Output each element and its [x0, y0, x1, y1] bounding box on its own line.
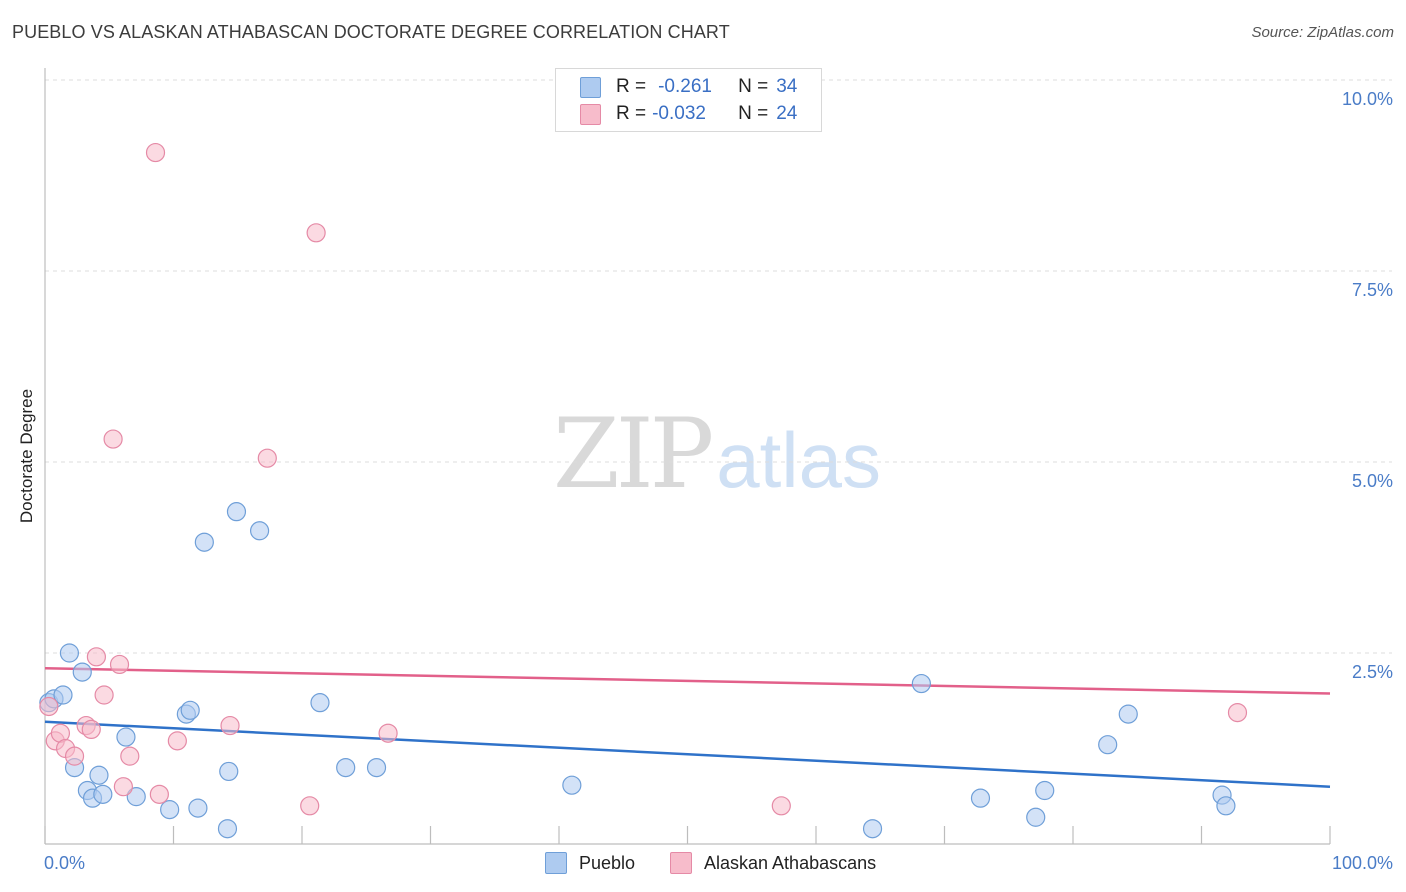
- point-pueblo: [226, 502, 247, 522]
- point-athabascans: [39, 696, 59, 717]
- point-pueblo: [1118, 704, 1138, 724]
- point-pueblo: [188, 798, 208, 818]
- legend-label-athabascans: Alaskan Athabascans: [704, 852, 877, 873]
- point-pueblo: [72, 662, 92, 682]
- legend-swatch-pueblo: [545, 852, 567, 874]
- data-points: [39, 142, 1248, 839]
- legend-item-athabascans[interactable]: Alaskan Athabascans: [670, 852, 876, 874]
- y-tick-label: 7.5%: [1352, 280, 1393, 300]
- source-label: Source: ZipAtlas.com: [1251, 24, 1394, 41]
- x-tick-label-max: 100.0%: [1332, 853, 1393, 873]
- point-pueblo: [970, 788, 991, 808]
- point-pueblo: [194, 532, 214, 552]
- legend-row-pueblo: R = -0.261 N = 34: [580, 75, 797, 99]
- trend-lines: [44, 667, 1331, 788]
- point-pueblo: [1216, 796, 1236, 816]
- tick-labels: 2.5% 5.0% 7.5% 10.0% 0.0% 100.0%: [44, 89, 1393, 873]
- legend-n-value: 34: [776, 76, 798, 97]
- point-athabascans: [300, 796, 320, 816]
- point-athabascans: [81, 719, 101, 740]
- legend-r-label: R =: [616, 76, 647, 97]
- point-pueblo: [336, 757, 356, 778]
- legend-n-label: N =: [738, 76, 769, 97]
- point-pueblo: [93, 784, 113, 804]
- point-athabascans: [257, 448, 277, 468]
- point-pueblo: [862, 819, 883, 839]
- x-tick-label-min: 0.0%: [44, 853, 85, 873]
- legend-n-value: 24: [776, 103, 798, 124]
- point-pueblo: [366, 757, 387, 778]
- legend-row-athabascans: R = -0.032 N = 24: [580, 102, 797, 126]
- point-pueblo: [911, 673, 931, 694]
- grid-lines: [45, 79, 1392, 654]
- point-athabascans: [145, 142, 166, 163]
- trend-line-athabascans: [44, 667, 1331, 695]
- point-pueblo: [217, 819, 238, 839]
- point-pueblo: [89, 765, 109, 785]
- legend-r-label: R =: [616, 103, 647, 124]
- point-pueblo: [249, 521, 270, 541]
- legend-swatch-athabascans: [580, 103, 601, 125]
- point-pueblo: [126, 787, 146, 807]
- legend-item-pueblo[interactable]: Pueblo: [545, 852, 635, 874]
- point-athabascans: [103, 429, 123, 449]
- point-athabascans: [771, 796, 791, 816]
- point-athabascans: [167, 731, 187, 751]
- y-tick-label: 2.5%: [1352, 662, 1393, 682]
- point-athabascans: [94, 685, 114, 705]
- legend-r-value: -0.032: [652, 103, 706, 124]
- y-tick-label: 5.0%: [1352, 471, 1393, 491]
- point-pueblo: [53, 685, 73, 705]
- legend-label-pueblo: Pueblo: [579, 852, 636, 873]
- stats-legend: R = -0.261 N = 34 R = -0.032 N = 24: [555, 68, 822, 132]
- point-pueblo: [310, 693, 330, 713]
- point-athabascans: [64, 746, 85, 766]
- point-athabascans: [109, 654, 130, 675]
- point-pueblo: [562, 775, 582, 795]
- point-athabascans: [378, 723, 398, 743]
- point-athabascans: [120, 746, 140, 766]
- point-pueblo: [59, 643, 80, 663]
- point-athabascans: [113, 777, 133, 797]
- point-athabascans: [149, 784, 169, 804]
- point-athabascans: [86, 647, 107, 667]
- trend-line-pueblo: [44, 720, 1331, 788]
- point-pueblo: [160, 800, 180, 820]
- point-pueblo: [1026, 807, 1046, 827]
- series-legend: Pueblo Alaskan Athabascans: [0, 852, 1406, 878]
- legend-r-value: -0.261: [658, 76, 712, 97]
- point-pueblo: [1098, 735, 1118, 755]
- legend-swatch-pueblo: [580, 76, 601, 98]
- point-pueblo: [1035, 780, 1055, 801]
- point-athabascans: [1227, 702, 1248, 723]
- point-pueblo: [116, 727, 136, 747]
- y-tick-label: 10.0%: [1342, 89, 1393, 109]
- legend-swatch-athabascans: [670, 852, 692, 874]
- chart-title: PUEBLO VS ALASKAN ATHABASCAN DOCTORATE D…: [12, 22, 730, 42]
- point-athabascans: [220, 715, 240, 736]
- point-pueblo: [180, 700, 200, 720]
- point-pueblo: [219, 761, 239, 782]
- point-athabascans: [306, 223, 326, 243]
- legend-n-label: N =: [738, 103, 769, 124]
